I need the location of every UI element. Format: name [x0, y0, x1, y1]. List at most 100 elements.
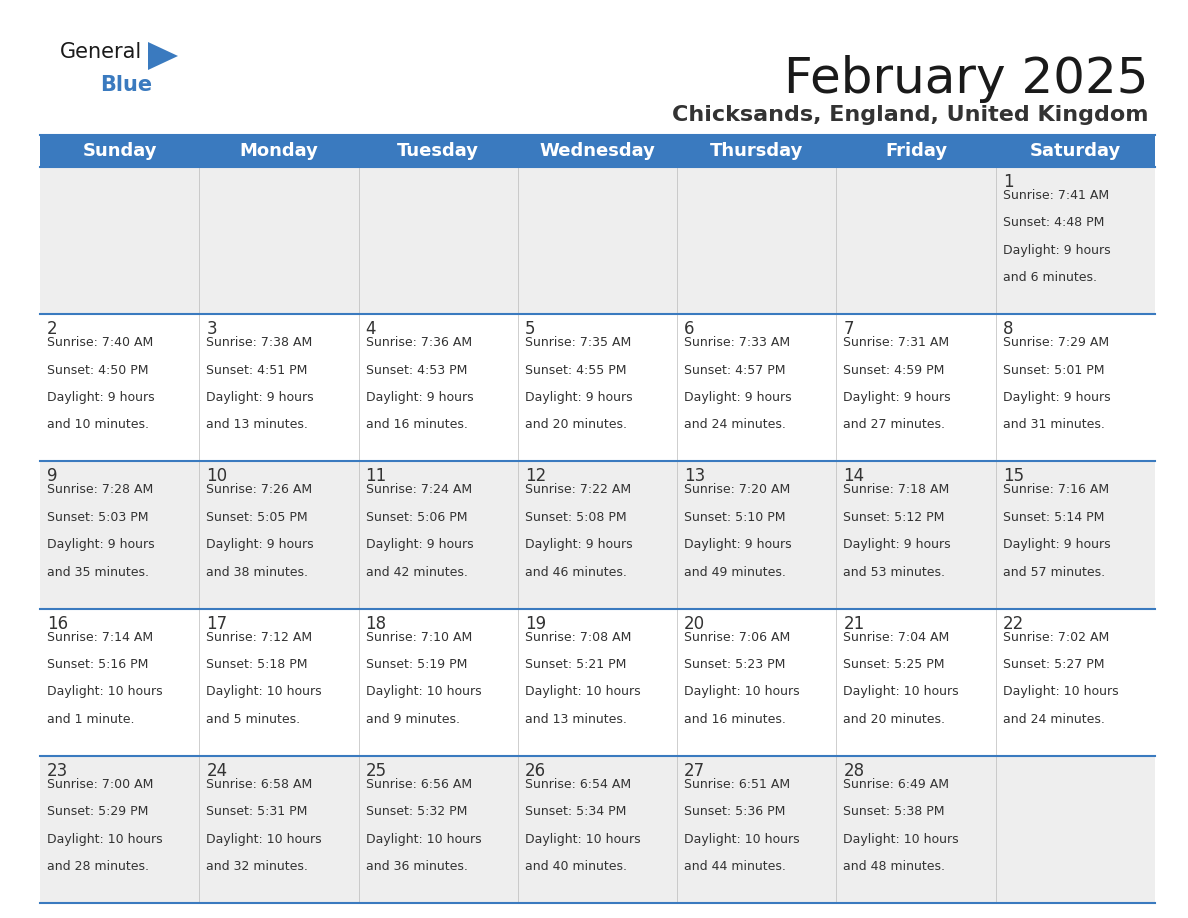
Text: 22: 22	[1003, 614, 1024, 633]
Text: Sunset: 5:38 PM: Sunset: 5:38 PM	[843, 805, 944, 818]
Text: Sunset: 5:05 PM: Sunset: 5:05 PM	[207, 510, 308, 524]
Text: 12: 12	[525, 467, 546, 486]
Bar	[40, 135, 1155, 167]
Text: Daylight: 10 hours: Daylight: 10 hours	[207, 833, 322, 845]
Text: Sunrise: 7:29 AM: Sunrise: 7:29 AM	[1003, 336, 1108, 349]
Text: 3: 3	[207, 320, 217, 338]
Text: Sunset: 5:10 PM: Sunset: 5:10 PM	[684, 510, 785, 524]
Text: and 20 minutes.: and 20 minutes.	[843, 712, 946, 726]
Text: Daylight: 9 hours: Daylight: 9 hours	[1003, 538, 1111, 551]
Text: Sunrise: 7:38 AM: Sunrise: 7:38 AM	[207, 336, 312, 349]
Text: Sunrise: 7:08 AM: Sunrise: 7:08 AM	[525, 631, 631, 644]
Text: 11: 11	[366, 467, 387, 486]
Text: and 31 minutes.: and 31 minutes.	[1003, 419, 1105, 431]
Text: Daylight: 9 hours: Daylight: 9 hours	[1003, 391, 1111, 404]
Text: and 36 minutes.: and 36 minutes.	[366, 860, 467, 873]
Text: Sunrise: 7:31 AM: Sunrise: 7:31 AM	[843, 336, 949, 349]
Text: Sunrise: 6:58 AM: Sunrise: 6:58 AM	[207, 778, 312, 790]
Text: Sunset: 4:59 PM: Sunset: 4:59 PM	[843, 364, 944, 376]
Bar	[40, 756, 1155, 903]
Text: General: General	[61, 42, 143, 62]
Text: Sunset: 5:01 PM: Sunset: 5:01 PM	[1003, 364, 1104, 376]
Text: and 24 minutes.: and 24 minutes.	[1003, 712, 1105, 726]
Text: and 42 minutes.: and 42 minutes.	[366, 565, 467, 578]
Text: Sunset: 5:23 PM: Sunset: 5:23 PM	[684, 658, 785, 671]
Text: Sunrise: 7:14 AM: Sunrise: 7:14 AM	[48, 631, 153, 644]
Text: 25: 25	[366, 762, 387, 779]
Text: Sunrise: 6:56 AM: Sunrise: 6:56 AM	[366, 778, 472, 790]
Text: 2: 2	[48, 320, 58, 338]
Text: 6: 6	[684, 320, 695, 338]
Text: 9: 9	[48, 467, 57, 486]
Text: Sunrise: 7:40 AM: Sunrise: 7:40 AM	[48, 336, 153, 349]
Text: 5: 5	[525, 320, 536, 338]
Text: Sunset: 5:03 PM: Sunset: 5:03 PM	[48, 510, 148, 524]
Text: Sunset: 4:50 PM: Sunset: 4:50 PM	[48, 364, 148, 376]
Text: 10: 10	[207, 467, 227, 486]
Text: Sunrise: 7:12 AM: Sunrise: 7:12 AM	[207, 631, 312, 644]
Text: Sunset: 4:51 PM: Sunset: 4:51 PM	[207, 364, 308, 376]
Text: Sunset: 5:16 PM: Sunset: 5:16 PM	[48, 658, 148, 671]
Text: Sunrise: 7:22 AM: Sunrise: 7:22 AM	[525, 484, 631, 497]
Text: Sunset: 4:55 PM: Sunset: 4:55 PM	[525, 364, 626, 376]
Text: Sunset: 5:32 PM: Sunset: 5:32 PM	[366, 805, 467, 818]
Text: Daylight: 10 hours: Daylight: 10 hours	[207, 686, 322, 699]
Text: Sunrise: 7:20 AM: Sunrise: 7:20 AM	[684, 484, 790, 497]
Text: Sunrise: 6:51 AM: Sunrise: 6:51 AM	[684, 778, 790, 790]
Text: and 44 minutes.: and 44 minutes.	[684, 860, 786, 873]
Text: and 1 minute.: and 1 minute.	[48, 712, 134, 726]
Text: 8: 8	[1003, 320, 1013, 338]
Text: 7: 7	[843, 320, 854, 338]
Text: Friday: Friday	[885, 142, 947, 160]
Text: Daylight: 9 hours: Daylight: 9 hours	[525, 391, 632, 404]
Text: 18: 18	[366, 614, 387, 633]
Text: Daylight: 9 hours: Daylight: 9 hours	[366, 391, 473, 404]
Text: Daylight: 9 hours: Daylight: 9 hours	[207, 391, 314, 404]
Text: and 16 minutes.: and 16 minutes.	[366, 419, 467, 431]
Text: Sunrise: 6:54 AM: Sunrise: 6:54 AM	[525, 778, 631, 790]
Text: Tuesday: Tuesday	[397, 142, 479, 160]
Text: Blue: Blue	[100, 75, 152, 95]
Text: Sunrise: 7:00 AM: Sunrise: 7:00 AM	[48, 778, 153, 790]
Text: and 28 minutes.: and 28 minutes.	[48, 860, 148, 873]
Text: 20: 20	[684, 614, 706, 633]
Text: Sunset: 5:08 PM: Sunset: 5:08 PM	[525, 510, 626, 524]
Polygon shape	[148, 42, 178, 70]
Text: Sunday: Sunday	[82, 142, 157, 160]
Text: and 10 minutes.: and 10 minutes.	[48, 419, 148, 431]
Text: Daylight: 10 hours: Daylight: 10 hours	[366, 833, 481, 845]
Text: and 35 minutes.: and 35 minutes.	[48, 565, 148, 578]
Text: Thursday: Thursday	[710, 142, 803, 160]
Text: Daylight: 9 hours: Daylight: 9 hours	[684, 538, 791, 551]
Text: Daylight: 10 hours: Daylight: 10 hours	[843, 833, 959, 845]
Text: and 6 minutes.: and 6 minutes.	[1003, 271, 1097, 285]
Text: and 53 minutes.: and 53 minutes.	[843, 565, 946, 578]
Text: Sunrise: 7:06 AM: Sunrise: 7:06 AM	[684, 631, 790, 644]
Text: Sunset: 5:25 PM: Sunset: 5:25 PM	[843, 658, 944, 671]
Text: Daylight: 9 hours: Daylight: 9 hours	[525, 538, 632, 551]
Text: and 27 minutes.: and 27 minutes.	[843, 419, 946, 431]
Text: Saturday: Saturday	[1030, 142, 1121, 160]
Text: Daylight: 10 hours: Daylight: 10 hours	[525, 833, 640, 845]
Text: Sunrise: 7:35 AM: Sunrise: 7:35 AM	[525, 336, 631, 349]
Text: 1: 1	[1003, 173, 1013, 191]
Text: and 5 minutes.: and 5 minutes.	[207, 712, 301, 726]
Text: Sunrise: 7:18 AM: Sunrise: 7:18 AM	[843, 484, 949, 497]
Bar	[40, 167, 1155, 314]
Text: Daylight: 9 hours: Daylight: 9 hours	[843, 538, 952, 551]
Text: Sunrise: 7:16 AM: Sunrise: 7:16 AM	[1003, 484, 1108, 497]
Text: 23: 23	[48, 762, 68, 779]
Text: 28: 28	[843, 762, 865, 779]
Text: Sunset: 5:18 PM: Sunset: 5:18 PM	[207, 658, 308, 671]
Text: Sunset: 5:36 PM: Sunset: 5:36 PM	[684, 805, 785, 818]
Text: Daylight: 10 hours: Daylight: 10 hours	[48, 833, 163, 845]
Text: 16: 16	[48, 614, 68, 633]
Text: and 32 minutes.: and 32 minutes.	[207, 860, 308, 873]
Text: Sunrise: 7:28 AM: Sunrise: 7:28 AM	[48, 484, 153, 497]
Text: Sunrise: 7:24 AM: Sunrise: 7:24 AM	[366, 484, 472, 497]
Text: and 49 minutes.: and 49 minutes.	[684, 565, 786, 578]
Text: 4: 4	[366, 320, 377, 338]
Text: and 46 minutes.: and 46 minutes.	[525, 565, 627, 578]
Text: Daylight: 10 hours: Daylight: 10 hours	[843, 686, 959, 699]
Text: Sunrise: 7:41 AM: Sunrise: 7:41 AM	[1003, 189, 1108, 202]
